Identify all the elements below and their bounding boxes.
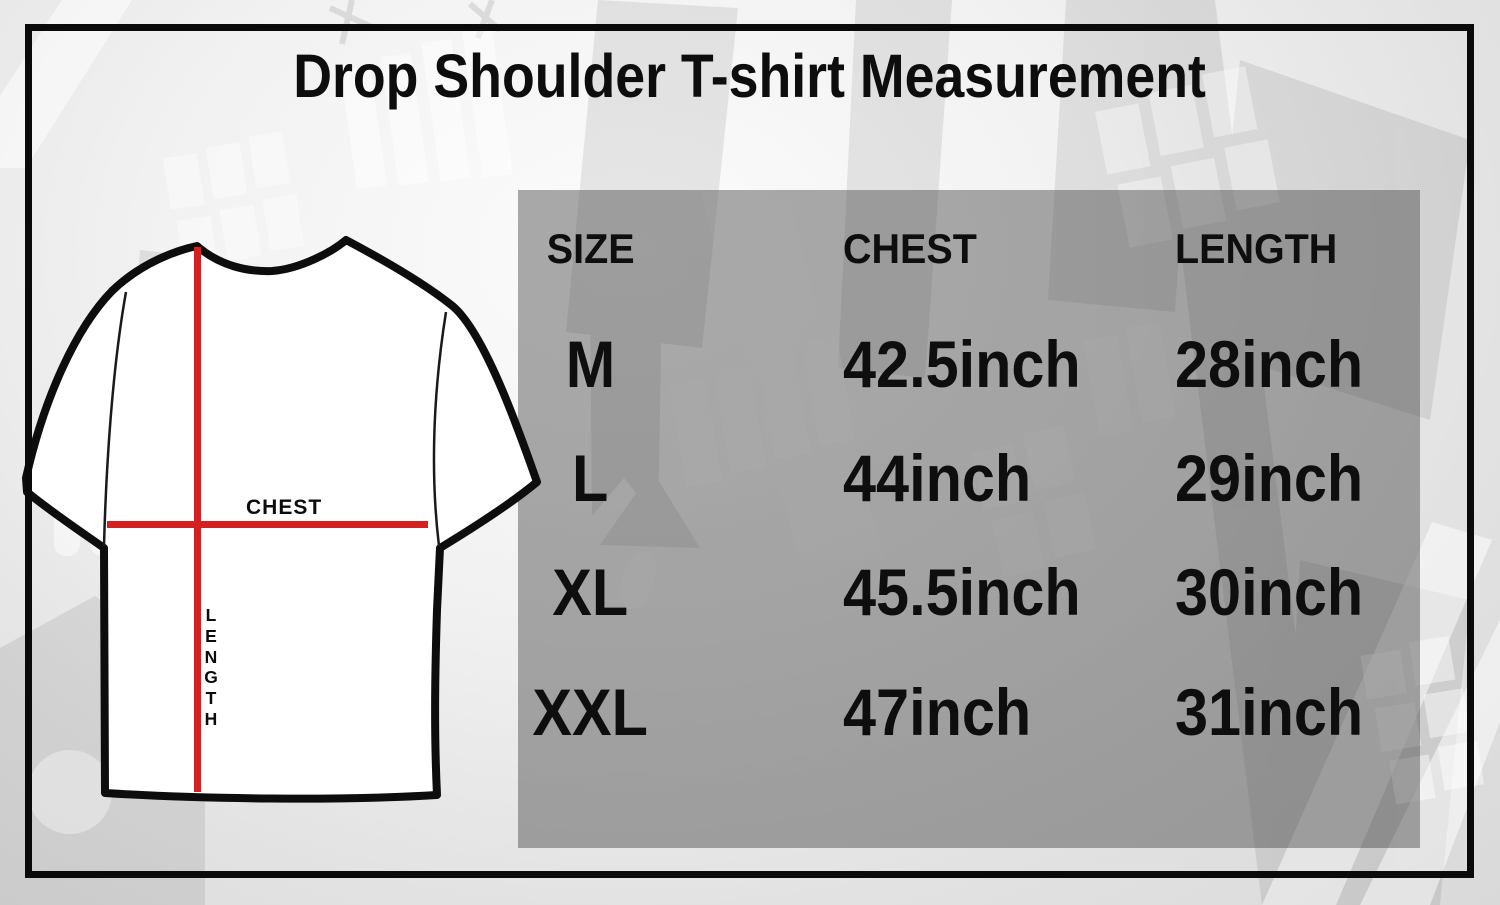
table-row-xxl-length-cell: 31inch bbox=[1018, 648, 1420, 776]
table-row-l-size-cell: L bbox=[518, 420, 663, 536]
length-column-header: LENGTH bbox=[1175, 225, 1338, 272]
table-row-l-chest-cell: 44inch bbox=[663, 420, 1031, 536]
chest-value: 44inch bbox=[843, 441, 1032, 515]
size-value: XXL bbox=[532, 675, 649, 749]
chest-value: 47inch bbox=[843, 675, 1032, 749]
table-row-xxl-chest-cell: 47inch bbox=[663, 648, 1031, 776]
chest-value: 42.5inch bbox=[843, 327, 1081, 401]
chest-column-header: CHEST bbox=[843, 225, 977, 272]
chest-value: 45.5inch bbox=[843, 555, 1081, 629]
table-row-l-length-cell: 29inch bbox=[1018, 420, 1420, 536]
size-value: XL bbox=[552, 555, 629, 629]
length-value: 28inch bbox=[1175, 327, 1364, 401]
chest-label: CHEST bbox=[246, 496, 323, 519]
title-bar: Drop Shoulder T-shirt Measurement bbox=[32, 46, 1468, 107]
table-row-xxl-size-cell: XXL bbox=[518, 648, 663, 776]
length-value: 29inch bbox=[1175, 441, 1364, 515]
table-row-xl-chest-cell: 45.5inch bbox=[663, 536, 1081, 648]
size-chart-panel: SIZE CHEST LENGTH M 42.5inch 28inch L 44… bbox=[518, 190, 1420, 848]
table-row-m-length-cell: 28inch bbox=[1018, 308, 1420, 420]
page-title: Drop Shoulder T-shirt Measurement bbox=[293, 42, 1207, 110]
size-chart-table: SIZE CHEST LENGTH M 42.5inch 28inch L 44… bbox=[518, 190, 1420, 848]
chest-measure-line bbox=[107, 521, 428, 528]
size-value: M bbox=[565, 327, 616, 401]
table-row-m-size-cell: M bbox=[518, 308, 663, 420]
length-value: 31inch bbox=[1175, 675, 1364, 749]
size-column-header-cell: SIZE bbox=[518, 190, 663, 308]
length-value: 30inch bbox=[1175, 555, 1364, 629]
size-value: L bbox=[572, 441, 609, 515]
chest-column-header-cell: CHEST bbox=[663, 190, 1018, 308]
table-row-xl-size-cell: XL bbox=[518, 536, 663, 648]
length-label: L E N G T H bbox=[204, 605, 218, 729]
table-row-xl-length-cell: 30inch bbox=[1018, 536, 1420, 648]
length-column-header-cell: LENGTH bbox=[1018, 190, 1420, 308]
table-row-m-chest-cell: 42.5inch bbox=[663, 308, 1081, 420]
size-column-header: SIZE bbox=[546, 225, 635, 272]
